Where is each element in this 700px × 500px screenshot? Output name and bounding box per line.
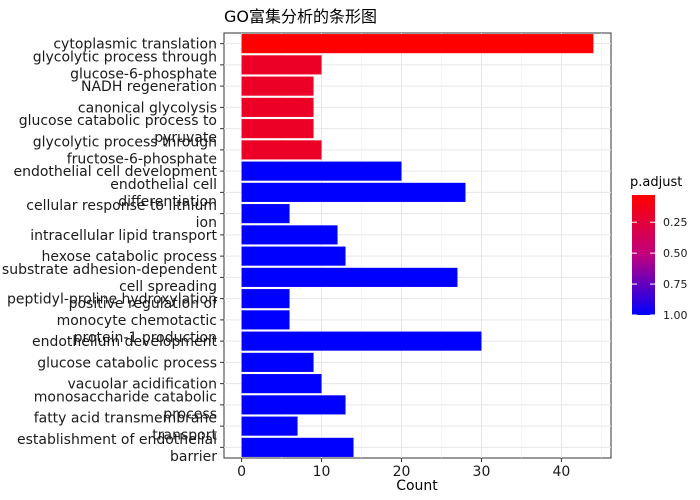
bar — [241, 76, 314, 96]
x-tick-label: 30 — [473, 464, 491, 480]
y-tick-label: glycolytic process through glucose-6-phos… — [33, 49, 217, 82]
legend-tick-label: 1.00 — [663, 309, 688, 322]
bar — [241, 34, 594, 54]
x-axis-label: Count — [396, 478, 438, 494]
bar — [241, 246, 346, 266]
bar — [241, 352, 314, 372]
bar — [241, 182, 466, 202]
bar — [241, 437, 354, 457]
legend-tick-label: 0.50 — [663, 247, 688, 260]
legend-tick-label: 0.75 — [663, 278, 688, 291]
x-axis-tick-labels: 0 10 20 30 40 — [237, 458, 570, 480]
legend-title: p.adjust — [630, 175, 682, 190]
y-tick-label: establishment of endothelial barrier — [17, 432, 217, 465]
bar — [241, 267, 458, 287]
legend-ticks: 0.25 0.50 0.75 1.00 — [632, 216, 688, 322]
x-tick-label: 10 — [313, 464, 331, 480]
y-tick-label: endothelium development — [32, 334, 218, 350]
y-tick-label: positive regulation of monocyte chemotact… — [57, 296, 218, 346]
plot-panel — [223, 32, 612, 459]
y-tick-label: canonical glycolysis — [78, 100, 217, 116]
y-tick-label: peptidyl-proline hydroxylation — [7, 292, 217, 308]
bar — [241, 55, 322, 75]
x-tick-label: 40 — [553, 464, 571, 480]
y-tick-label: fatty acid transmembrane transport — [34, 411, 218, 444]
y-tick-label: intracellular lipid transport — [30, 228, 217, 244]
bar — [241, 289, 290, 309]
bar — [241, 395, 346, 415]
bars — [241, 34, 594, 457]
y-tick-label: glucose catabolic process — [37, 355, 217, 371]
legend-colorbar — [632, 195, 655, 315]
chart-title: GO富集分析的条形图 — [224, 7, 377, 26]
y-tick-label: glycolytic process through fructose-6-pho… — [33, 134, 217, 167]
y-tick-label: vacuolar acidification — [67, 377, 217, 393]
bar — [241, 140, 322, 160]
y-tick-label: monosaccharide catabolic process — [34, 389, 217, 422]
bar — [241, 97, 314, 117]
bar — [241, 416, 298, 436]
bar — [241, 119, 314, 139]
x-tick-label: 20 — [393, 464, 411, 480]
bar — [241, 204, 290, 224]
bar — [241, 310, 290, 330]
legend: p.adjust 0.25 0.50 0.75 1.00 — [630, 175, 688, 322]
bar — [241, 331, 482, 351]
y-tick-label: glucose catabolic process to pyruvate — [19, 113, 217, 146]
y-tick-label: cellular response to lithium ion — [26, 198, 217, 231]
y-tick-label: endothelial cell development — [13, 164, 217, 180]
y-tick-label: cytoplasmic translation — [53, 37, 217, 53]
bar — [241, 225, 338, 245]
y-tick-label: NADH regeneration — [81, 79, 217, 95]
legend-tick-label: 0.25 — [663, 216, 688, 229]
y-tick-label: hexose catabolic process — [41, 249, 217, 265]
y-tick-label: endothelial cell differentiation — [110, 177, 217, 210]
bar — [241, 374, 322, 394]
x-tick-label: 0 — [237, 464, 246, 480]
bar — [241, 161, 402, 181]
y-tick-label: substrate adhesion-dependent cell spreadi… — [2, 262, 218, 295]
